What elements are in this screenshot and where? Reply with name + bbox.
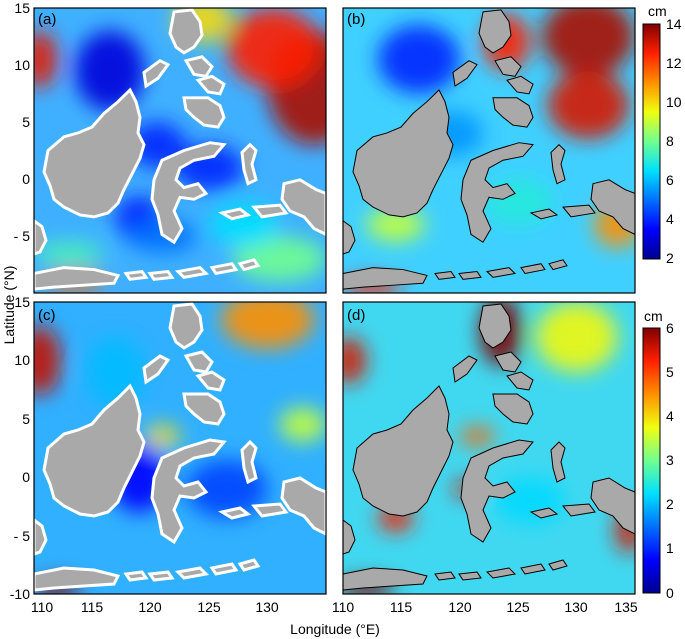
cb-top-tick-14: 14: [666, 16, 682, 32]
ytick-top-5: 5: [22, 114, 30, 130]
ytick-top-10: 10: [14, 57, 30, 73]
ytick-bottom-10: 10: [14, 352, 30, 368]
ytick-top-m5: - 5: [14, 228, 31, 244]
cb-bottom-tick-6: 6: [666, 320, 674, 336]
cb-bottom-tick-4: 4: [666, 408, 674, 424]
xtick-d-135: 135: [614, 599, 638, 615]
xtick-d-130: 130: [564, 599, 588, 615]
panel-c: (c): [33, 301, 327, 595]
panel-c-frame: [33, 301, 327, 595]
panel-a-frame: [33, 7, 327, 294]
ytick-bottom-5: 5: [22, 411, 30, 427]
colorbar-bottom-unit: cm: [644, 308, 663, 324]
panel-c-label: (c): [38, 307, 56, 324]
xtick-d-120: 120: [448, 599, 472, 615]
field-blob-1-3: [378, 25, 460, 94]
colorbar-top: cm 14 12 10 8 6 4 2: [642, 3, 682, 266]
panel-b-field: [343, 8, 635, 293]
xtick-d-115: 115: [390, 599, 413, 615]
panel-b: (b): [342, 7, 636, 294]
xtick-c-110: 110: [31, 599, 54, 615]
panel-d-frame: [342, 301, 636, 595]
xtick-c-120: 120: [138, 599, 162, 615]
cb-top-tick-12: 12: [666, 55, 682, 71]
colorbar-bottom-scale: [642, 327, 661, 594]
field-blob-0-2: [34, 30, 58, 88]
cb-bottom-tick-0: 0: [666, 585, 674, 601]
ytick-bottom-0: 0: [22, 469, 30, 485]
xtick-d-125: 125: [506, 599, 530, 615]
ytick-bottom-15: 15: [14, 294, 30, 310]
colorbar-bottom: cm 6 5 4 3 2 1 0: [642, 308, 674, 601]
ytick-top-15: 15: [14, 0, 30, 16]
colorbar-top-scale: [642, 23, 661, 260]
ytick-bottom-m5: - 5: [14, 528, 31, 544]
cb-top-tick-6: 6: [666, 172, 674, 188]
panel-a: (a): [33, 7, 327, 294]
y-axis-title: Latitude (°N): [1, 266, 17, 345]
field-blob-2-2: [279, 407, 326, 443]
colorbar-top-ticks: 14 12 10 8 6 4 2: [666, 16, 682, 266]
y-ticks-bottom: 15 10 5 0 - 5 -10: [10, 294, 30, 602]
xtick-c-115: 115: [81, 599, 104, 615]
x-ticks: 110 115 120 125 130 110 115 120 125 130 …: [31, 599, 638, 615]
cb-top-tick-8: 8: [666, 133, 674, 149]
cb-bottom-tick-3: 3: [666, 452, 674, 468]
panel-b-label: (b): [347, 11, 365, 28]
y-ticks-top: 15 10 5 0 - 5: [14, 0, 31, 244]
ytick-bottom-m10: -10: [10, 586, 30, 602]
cb-bottom-tick-2: 2: [666, 496, 674, 512]
panel-d-label: (d): [347, 307, 365, 324]
xtick-c-125: 125: [197, 599, 221, 615]
colorbar-top-unit: cm: [648, 3, 667, 19]
panel-a-label: (a): [38, 11, 56, 28]
xtick-c-130: 130: [255, 599, 279, 615]
field-blob-3-1: [343, 337, 367, 384]
cb-bottom-tick-1: 1: [666, 540, 674, 556]
colorbar-bottom-ticks: 6 5 4 3 2 1 0: [666, 320, 674, 601]
field-blob-1-0: [541, 8, 635, 77]
cb-top-tick-4: 4: [666, 211, 674, 227]
cb-top-tick-2: 2: [666, 250, 674, 266]
field-blob-2-3: [144, 424, 180, 448]
x-axis-title: Longitude (°E): [290, 621, 380, 637]
cb-bottom-tick-5: 5: [666, 364, 674, 380]
field-blob-0-9: [34, 241, 105, 265]
cb-top-tick-10: 10: [666, 94, 682, 110]
field-blob-0-11: [232, 235, 326, 282]
field-blob-1-1: [547, 70, 630, 140]
xtick-d-110: 110: [332, 599, 355, 615]
ytick-top-0: 0: [22, 171, 30, 187]
field-blob-3-2: [535, 302, 618, 373]
field-blob-2-1: [220, 302, 315, 349]
panel-d: (d): [342, 301, 636, 595]
field-blob-1-5: [366, 207, 425, 242]
field-blob-0-1: [226, 8, 321, 88]
field-blob-3-3: [459, 426, 495, 446]
panel-b-frame: [342, 7, 636, 294]
field-blob-2-0: [34, 325, 61, 396]
